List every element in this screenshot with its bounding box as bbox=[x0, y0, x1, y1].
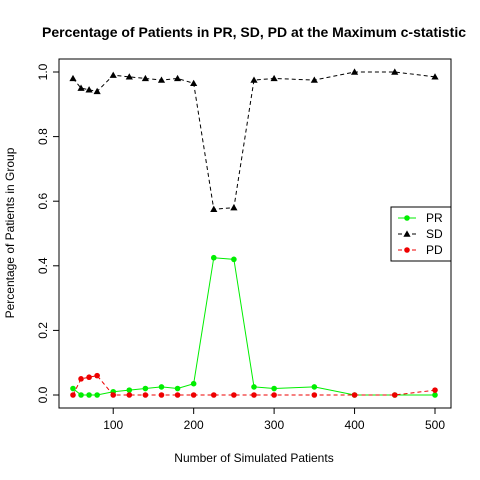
series-pr-point bbox=[78, 392, 84, 398]
series-pr-point bbox=[432, 392, 438, 398]
series-pr-point bbox=[271, 385, 277, 392]
series-sd-point bbox=[93, 87, 101, 95]
series-pr-point bbox=[158, 384, 165, 390]
y-axis-title: Percentage of Patients in Group bbox=[3, 147, 17, 318]
series-pd-point bbox=[78, 376, 84, 382]
x-axis: 100 200 300 400 500 bbox=[103, 408, 445, 432]
x-tick-label: 200 bbox=[184, 418, 204, 432]
series-pd-point bbox=[432, 387, 438, 393]
series-sd-point bbox=[109, 71, 117, 78]
series-sd-point bbox=[125, 73, 133, 80]
y-tick-label: 0.2 bbox=[36, 322, 50, 339]
series-pd-point bbox=[126, 392, 133, 398]
legend: PR SD PD bbox=[390, 206, 452, 262]
chart-title: Percentage of Patients in PR, SD, PD at … bbox=[42, 24, 466, 40]
series-pd-point bbox=[110, 392, 117, 398]
legend-marker-pr bbox=[404, 215, 410, 221]
series-pr-point bbox=[70, 385, 76, 392]
series-layer bbox=[69, 68, 439, 398]
series-pr-point bbox=[142, 385, 149, 392]
series-sd-point bbox=[391, 68, 399, 75]
x-axis-title: Number of Simulated Patients bbox=[174, 451, 333, 465]
series-pd-point bbox=[231, 392, 237, 398]
y-tick-label: 0.8 bbox=[36, 128, 50, 145]
series-sd-point bbox=[173, 74, 182, 82]
legend-label-pd: PD bbox=[426, 243, 443, 257]
series-pd-point bbox=[351, 392, 358, 398]
y-tick-label: 0.6 bbox=[36, 193, 50, 210]
series-pr bbox=[70, 254, 438, 398]
series-sd bbox=[69, 68, 439, 212]
series-sd-point bbox=[157, 76, 166, 83]
series-pd-point bbox=[271, 392, 277, 398]
series-pd-point bbox=[142, 392, 149, 398]
series-pd-point bbox=[86, 374, 92, 381]
x-tick-label: 500 bbox=[425, 418, 445, 432]
series-pd-point bbox=[94, 372, 100, 379]
series-pr-point bbox=[174, 385, 181, 392]
y-tick-label: 0.0 bbox=[36, 386, 50, 403]
series-sd-point bbox=[310, 76, 318, 83]
y-tick-label: 0.4 bbox=[36, 257, 50, 274]
series-pr-point bbox=[190, 380, 197, 387]
series-pr-point bbox=[231, 256, 237, 263]
series-sd-line bbox=[72, 71, 436, 210]
x-tick-label: 300 bbox=[264, 418, 284, 432]
series-pd-point bbox=[70, 392, 76, 398]
series-pr-point bbox=[251, 384, 257, 390]
series-sd-point bbox=[85, 86, 93, 93]
series-pd-point bbox=[391, 392, 398, 398]
series-pd-point bbox=[158, 392, 165, 398]
series-sd-point bbox=[69, 74, 77, 82]
series-pr-point bbox=[210, 254, 217, 261]
x-tick-label: 400 bbox=[345, 418, 365, 432]
legend-marker-sd bbox=[403, 230, 411, 237]
series-sd-point bbox=[230, 204, 238, 211]
y-axis: 0.0 0.2 0.4 0.6 0.8 1.0 bbox=[36, 63, 59, 403]
series-pd-point bbox=[174, 392, 181, 398]
legend-label-sd: SD bbox=[426, 227, 443, 241]
series-pr-point bbox=[311, 384, 318, 390]
series-sd-point bbox=[350, 68, 359, 75]
series-sd-point bbox=[77, 84, 85, 91]
legend-label-pr: PR bbox=[426, 211, 443, 225]
series-pd-point bbox=[210, 392, 217, 398]
series-pr-point bbox=[126, 387, 133, 393]
series-sd-point bbox=[431, 73, 439, 80]
series-pd bbox=[70, 372, 438, 398]
series-sd-point bbox=[190, 79, 198, 87]
series-pd-point bbox=[311, 392, 318, 398]
series-pd-point bbox=[251, 392, 257, 398]
series-sd-point bbox=[141, 74, 149, 82]
series-pd-point bbox=[190, 392, 197, 398]
series-sd-point bbox=[250, 76, 258, 83]
series-sd-point bbox=[270, 74, 278, 82]
y-tick-label: 1.0 bbox=[36, 63, 50, 80]
series-pr-point bbox=[86, 392, 92, 398]
x-tick-label: 100 bbox=[103, 418, 123, 432]
series-sd-point bbox=[210, 205, 218, 212]
series-pr-point bbox=[94, 392, 100, 398]
legend-marker-pd bbox=[404, 247, 410, 253]
series-pr-line bbox=[72, 257, 435, 396]
series-pd-line bbox=[72, 375, 436, 396]
